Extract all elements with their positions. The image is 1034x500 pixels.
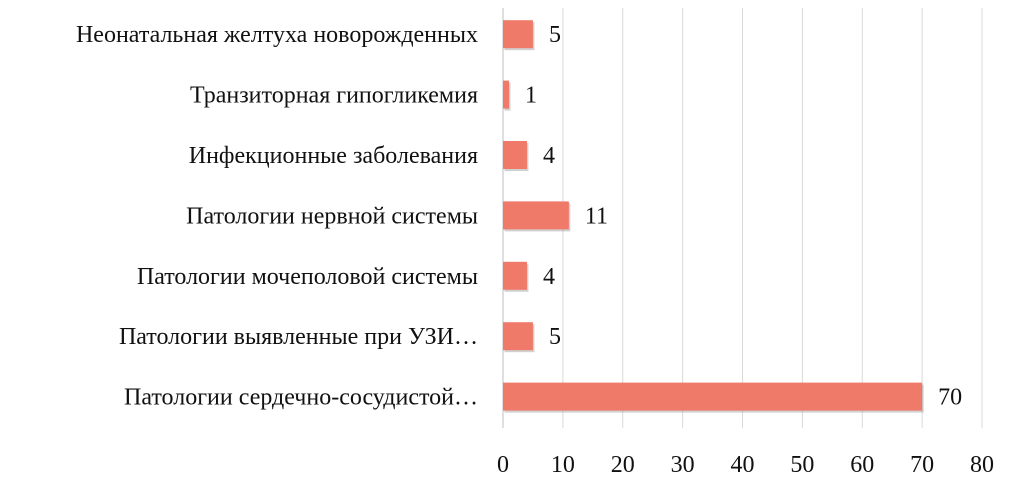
data-label: 5 (549, 22, 561, 48)
data-label: 1 (525, 83, 537, 109)
category-label: Патологии нервной системы (186, 203, 478, 229)
bar (503, 261, 527, 290)
category-label: Патологии выявленные при УЗИ… (119, 324, 478, 350)
value-labels: 5 1 4 11 4 5 70 (525, 22, 962, 410)
x-tick-label: 20 (611, 452, 635, 478)
data-label: 11 (585, 203, 608, 229)
data-label: 4 (543, 264, 555, 290)
bar (503, 322, 533, 351)
bars (503, 20, 924, 413)
category-label: Патологии сердечно-сосудистой… (124, 385, 478, 411)
category-labels: Неонатальная желтуха новорожденных Транзи… (76, 22, 478, 410)
x-tick-label: 60 (850, 452, 874, 478)
x-tick-label: 50 (790, 452, 814, 478)
x-tick-label: 80 (970, 452, 994, 478)
category-label: Транзиторная гипогликемия (190, 83, 478, 109)
x-tick-label: 40 (731, 452, 755, 478)
x-tick-label: 70 (910, 452, 934, 478)
x-tick-label: 10 (551, 452, 575, 478)
bar (503, 141, 527, 169)
data-label: 70 (938, 385, 962, 411)
data-label: 5 (549, 324, 561, 350)
category-label: Неонатальная желтуха новорожденных (76, 22, 478, 48)
category-label: Инфекционные заболевания (189, 143, 478, 169)
bar (503, 382, 923, 411)
grid-lines (502, 8, 983, 428)
bar (503, 80, 509, 109)
bar (503, 20, 533, 49)
bar (503, 201, 569, 230)
x-tick-label: 30 (671, 452, 695, 478)
x-tick-label: 0 (497, 452, 509, 478)
category-label: Патологии мочеполовой системы (137, 264, 478, 290)
x-axis-tick-labels: 0 10 20 30 40 50 60 70 80 (497, 452, 994, 478)
data-label: 4 (543, 143, 555, 169)
